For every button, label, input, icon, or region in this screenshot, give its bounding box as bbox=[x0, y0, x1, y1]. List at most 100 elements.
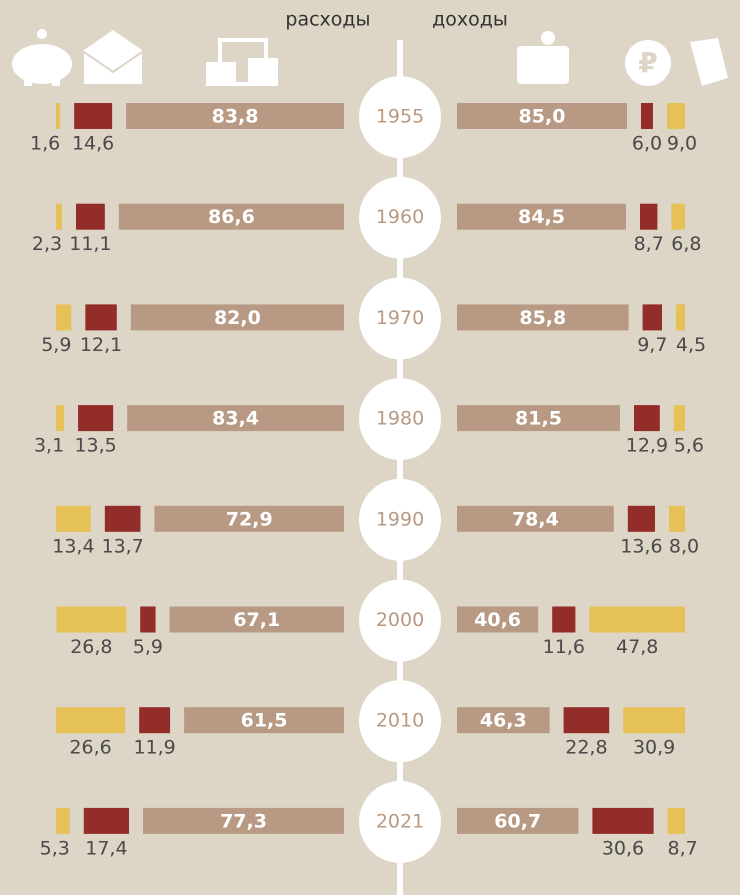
bar bbox=[667, 807, 685, 834]
bar-value-label: 2,3 bbox=[32, 233, 62, 255]
bar-value-label: 26,8 bbox=[70, 636, 112, 658]
bar bbox=[457, 707, 550, 734]
year-circle bbox=[359, 76, 441, 158]
bar-value-label: 83,8 bbox=[212, 106, 259, 128]
wallet-icon bbox=[517, 46, 569, 84]
bar-value-label: 77,3 bbox=[220, 810, 267, 832]
bar bbox=[457, 103, 627, 129]
bar bbox=[640, 203, 658, 230]
bar-value-label: 11,6 bbox=[543, 636, 585, 658]
bar bbox=[169, 606, 344, 633]
bar-value-label: 81,5 bbox=[515, 408, 562, 430]
envelope-icon bbox=[84, 30, 142, 84]
bar-value-label: 40,6 bbox=[474, 609, 521, 631]
bar bbox=[563, 707, 610, 734]
receipt-icon bbox=[690, 38, 728, 86]
coin bbox=[541, 31, 555, 45]
bar-value-label: 11,1 bbox=[69, 233, 111, 255]
year-circle bbox=[359, 176, 441, 259]
bar-value-label: 12,9 bbox=[626, 435, 668, 457]
bar-value-label: 5,6 bbox=[674, 435, 704, 457]
bar bbox=[623, 707, 685, 734]
bar-value-label: 72,9 bbox=[226, 508, 273, 530]
bar-value-label: 83,4 bbox=[212, 408, 259, 430]
bar bbox=[184, 707, 344, 734]
bar-value-label: 14,6 bbox=[72, 133, 114, 155]
bar bbox=[457, 505, 614, 532]
year-circle bbox=[359, 780, 441, 863]
bar bbox=[127, 405, 344, 432]
bar-value-label: 8,7 bbox=[634, 233, 664, 255]
year-circle bbox=[359, 478, 441, 561]
bar-value-label: 30,9 bbox=[633, 737, 675, 759]
bar-value-label: 30,6 bbox=[602, 837, 644, 859]
bar bbox=[457, 807, 579, 834]
bag bbox=[206, 62, 236, 86]
year-label: 1990 bbox=[376, 508, 424, 530]
bag bbox=[248, 58, 278, 86]
bar bbox=[634, 405, 660, 432]
bar bbox=[85, 304, 117, 331]
bar-value-label: 85,8 bbox=[519, 307, 566, 329]
bar bbox=[139, 707, 171, 734]
bar bbox=[118, 203, 344, 230]
header-income: доходы bbox=[432, 9, 508, 31]
bar-value-label: 9,0 bbox=[667, 133, 697, 155]
bar-value-label: 85,0 bbox=[519, 106, 566, 128]
bar bbox=[641, 103, 653, 129]
bar-value-label: 6,0 bbox=[632, 133, 662, 155]
year-label: 1980 bbox=[376, 408, 424, 430]
bar bbox=[627, 505, 655, 532]
bar-value-label: 26,6 bbox=[69, 737, 111, 759]
header-expenses: расходы bbox=[285, 9, 370, 31]
bar-value-label: 5,9 bbox=[41, 334, 71, 356]
year-label: 1955 bbox=[376, 106, 424, 128]
bar bbox=[143, 807, 344, 834]
bar bbox=[589, 606, 685, 633]
bar-value-label: 6,8 bbox=[671, 233, 701, 255]
bar-value-label: 86,6 bbox=[208, 206, 255, 228]
bar-value-label: 13,6 bbox=[620, 535, 662, 557]
bar-value-label: 11,9 bbox=[133, 737, 175, 759]
bar-value-label: 9,7 bbox=[637, 334, 667, 356]
coin bbox=[37, 29, 47, 39]
bar bbox=[104, 505, 141, 532]
bar bbox=[671, 203, 685, 230]
bar-value-label: 5,3 bbox=[40, 837, 70, 859]
bar bbox=[457, 405, 620, 432]
bar bbox=[676, 304, 685, 331]
year-label: 1970 bbox=[376, 307, 424, 329]
bar-value-label: 8,0 bbox=[669, 535, 699, 557]
year-label: 2010 bbox=[376, 710, 424, 732]
ruble-sign: ₽ bbox=[638, 46, 657, 79]
piggy-icon bbox=[12, 44, 72, 84]
bar-value-label: 78,4 bbox=[512, 508, 559, 530]
bar-value-label: 13,5 bbox=[74, 435, 116, 457]
bar bbox=[592, 807, 654, 834]
bar bbox=[154, 505, 344, 532]
bar-value-label: 17,4 bbox=[85, 837, 127, 859]
bar bbox=[140, 606, 156, 633]
bar bbox=[78, 405, 114, 432]
bar bbox=[56, 606, 127, 633]
bar bbox=[642, 304, 662, 331]
year-circle bbox=[359, 680, 441, 763]
year-label: 2021 bbox=[376, 810, 424, 832]
bar-value-label: 60,7 bbox=[494, 810, 541, 832]
bar-value-label: 84,5 bbox=[518, 206, 565, 228]
envelope-flap bbox=[83, 51, 143, 74]
bar bbox=[56, 103, 61, 129]
bar-value-label: 46,3 bbox=[480, 710, 527, 732]
bar bbox=[457, 203, 626, 230]
bar-value-label: 61,5 bbox=[241, 710, 288, 732]
bar bbox=[552, 606, 576, 633]
bar-value-label: 1,6 bbox=[30, 133, 60, 155]
year-label: 1960 bbox=[376, 206, 424, 228]
bar bbox=[673, 405, 685, 432]
bar bbox=[83, 807, 130, 834]
bar bbox=[126, 103, 345, 129]
bar-value-label: 13,4 bbox=[52, 535, 94, 557]
bar bbox=[667, 103, 685, 129]
bar-value-label: 67,1 bbox=[233, 609, 280, 631]
